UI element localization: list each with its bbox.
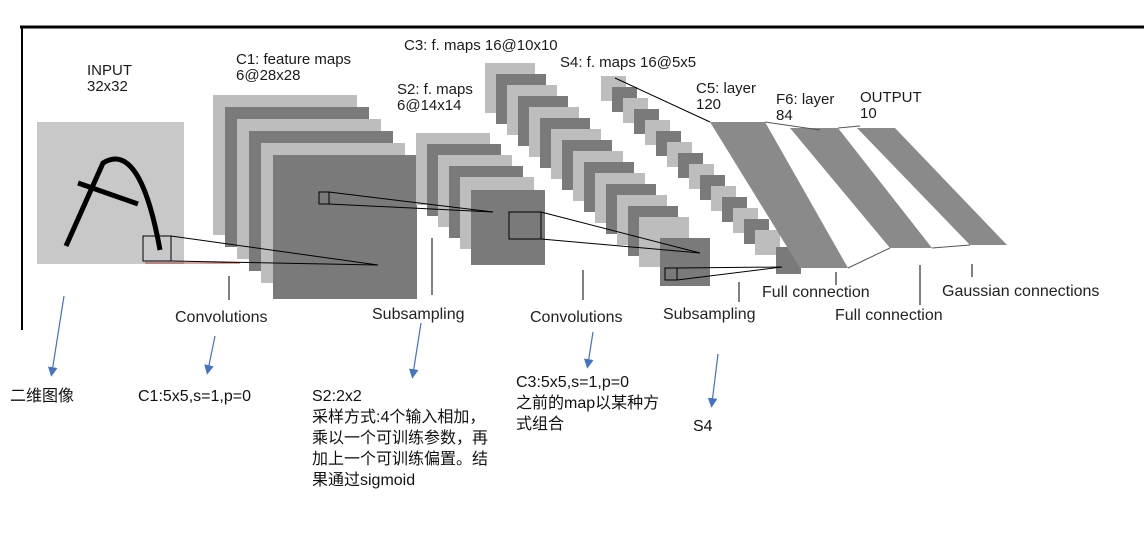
op-subsampling-2: Subsampling (663, 306, 756, 323)
input-image (37, 122, 240, 264)
note-c3: C3:5x5,s=1,p=0 之前的map以某种方式组合 (516, 374, 660, 433)
op-convolutions-1: Convolutions (175, 309, 268, 326)
arrow-c3 (583, 331, 594, 369)
op-full-connection-1: Full connection (762, 284, 870, 301)
note-s4: S4 (693, 418, 713, 435)
fully-connected-layers (614, 77, 1007, 269)
arrow-s4 (707, 353, 719, 408)
projection-lines (170, 191, 783, 281)
note-s2: S2:2x2 采样方式:4个输入相加，乘以一个可训练参数，再加上一个可训练偏置。… (312, 388, 489, 489)
c5-band (710, 122, 848, 268)
s2-label: S2: f. maps 6@14x14 (397, 81, 473, 114)
note-c1: C1:5x5,s=1,p=0 (138, 388, 251, 405)
output-band (857, 128, 1007, 245)
output-label: OUTPUT 10 (860, 89, 922, 122)
input-label: INPUT 32x32 (87, 62, 132, 95)
note-input: 二维图像 (10, 388, 75, 405)
op-full-connection-2: Full connection (835, 307, 943, 324)
s2-feature-maps (416, 133, 545, 265)
arrow-c1 (204, 335, 216, 375)
c3-label: C3: f. maps 16@10x10 (404, 37, 558, 54)
annotation-arrows (48, 295, 719, 408)
s4-label: S4: f. maps 16@5x5 (560, 54, 697, 71)
f6-label: F6: layer 84 (776, 91, 835, 124)
f6-band (790, 128, 932, 248)
arrow-input (48, 295, 65, 377)
arrow-s2 (409, 322, 422, 379)
op-subsampling-1: Subsampling (372, 306, 465, 323)
operation-ticks (228, 238, 973, 305)
c1-label: C1: feature maps 6@28x28 (236, 51, 352, 84)
op-convolutions-2: Convolutions (530, 309, 623, 326)
c1-feature-maps (213, 95, 417, 299)
op-gaussian: Gaussian connections (942, 283, 1100, 300)
c3-feature-maps (485, 63, 710, 286)
c5-label: C5: layer 120 (696, 80, 757, 113)
frame (20, 25, 1144, 330)
